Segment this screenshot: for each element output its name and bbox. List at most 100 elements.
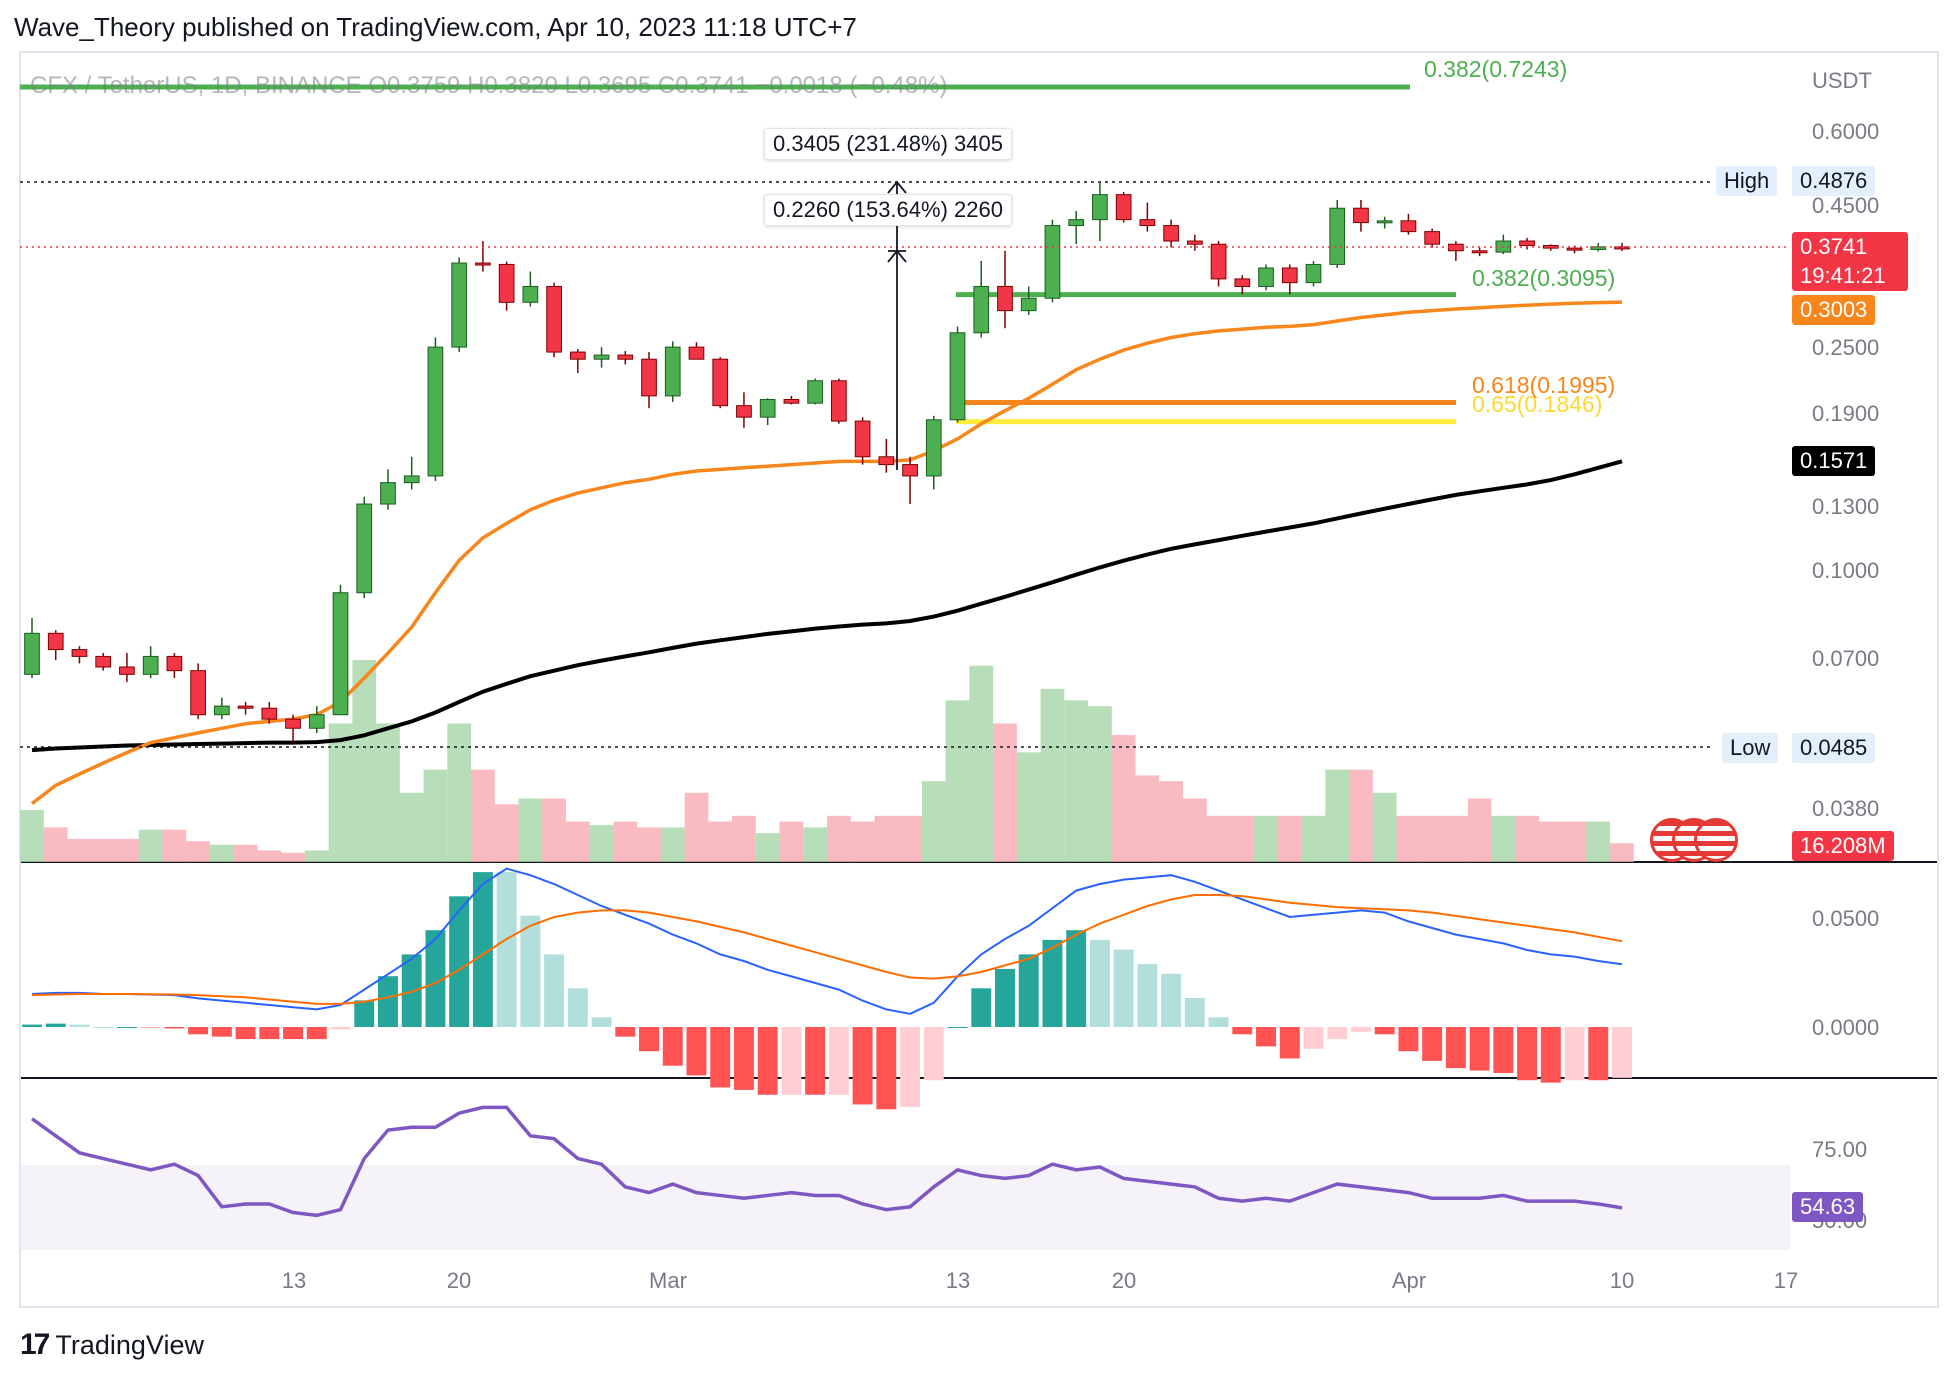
candle-body [902, 464, 918, 477]
candle-body [356, 503, 373, 594]
candle-body [166, 655, 183, 672]
x-label: 17 [1773, 1268, 1799, 1293]
volume-bar [518, 798, 543, 862]
macd-histogram-bar [1208, 1017, 1229, 1027]
volume-bar [1111, 735, 1136, 862]
candle-body [1210, 243, 1227, 280]
volume-bar [399, 792, 424, 862]
volume-bar [1277, 815, 1302, 862]
macd-histogram-bar [900, 1027, 921, 1107]
macd-histogram-bar [1422, 1027, 1443, 1061]
x-label: 13 [945, 1268, 971, 1293]
volume-bar [1610, 843, 1634, 862]
publisher-line: Wave_Theory published on TradingView.com… [14, 12, 857, 42]
fib-layer [20, 84, 1456, 425]
volume-bar [1444, 815, 1468, 862]
macd-histogram-bar [330, 1027, 351, 1030]
macd-histogram-bar [733, 1027, 754, 1090]
candle-body [1186, 240, 1203, 245]
candle-body [119, 666, 135, 675]
candle-body [854, 420, 871, 458]
candle-body [783, 398, 800, 404]
macd-histogram-bar [591, 1017, 612, 1027]
fib-golden-label: 0.618(0.1995) [1472, 372, 1616, 398]
volume-bar [1586, 821, 1611, 862]
volume-bar [43, 827, 68, 862]
volume-bar [1064, 700, 1089, 862]
price-tick: 0.0380 [1812, 796, 1880, 821]
candle-body [1424, 231, 1441, 245]
macd-histogram-bar [188, 1027, 209, 1035]
macd-histogram-bar [1042, 939, 1063, 1027]
volume-bar [1088, 706, 1112, 862]
volume-bar [613, 821, 638, 862]
volume-bar [1467, 798, 1492, 862]
chart-frame [19, 51, 1939, 1308]
volume-bar [304, 850, 329, 862]
ema-black-label: 0.1571 [1792, 446, 1876, 476]
ema-layer [30, 300, 1623, 805]
volume-bar [755, 833, 780, 862]
candle-body [997, 285, 1013, 312]
volume-bar [115, 838, 139, 862]
volume-bar [1538, 821, 1563, 862]
macd-histogram-bar [1398, 1027, 1419, 1052]
candle-body [403, 475, 420, 484]
macd-histogram-bar [1256, 1027, 1276, 1047]
candle-body [617, 354, 634, 360]
volume-bar [898, 815, 922, 862]
macd-histogram-bar [1540, 1027, 1561, 1083]
macd-histogram-bar [828, 1027, 849, 1095]
macd-histogram-bar [1588, 1027, 1609, 1081]
economic-events-icon[interactable] [1650, 818, 1738, 862]
candle-body [1234, 278, 1251, 287]
candle-body [1329, 207, 1346, 265]
high-label: High [1716, 166, 1778, 196]
volume-bar [1016, 752, 1041, 862]
macd-histogram-bar [496, 872, 517, 1027]
macd-histogram-bar [852, 1027, 873, 1105]
volume-bar [162, 829, 187, 862]
candle-body [1092, 194, 1108, 221]
candle-body [95, 655, 112, 668]
macd-histogram-bar [1089, 939, 1110, 1027]
price-tick: 0.1000 [1812, 558, 1880, 583]
ema-long-line [31, 459, 1623, 753]
volume-bar [1372, 792, 1397, 862]
candle-body [1139, 219, 1156, 227]
macd-histogram-bar [1113, 949, 1134, 1027]
candle-body [1376, 220, 1393, 224]
low-value: 0.0485 [1792, 733, 1876, 763]
candle-body [1519, 240, 1535, 247]
tradingview-brand[interactable]: 17 TradingView [20, 1328, 204, 1362]
macd-histogram-bar [923, 1027, 944, 1081]
volume-bar [1325, 769, 1350, 862]
macd-histogram-bar [971, 988, 992, 1027]
volume-bar [352, 660, 377, 862]
fib-mid-label: 0.382(0.3095) [1472, 265, 1616, 291]
volume-bar [257, 850, 282, 862]
macd-histogram-bar [69, 1024, 90, 1027]
volume-bar [945, 700, 970, 862]
candle-body [973, 285, 990, 334]
macd-histogram-bar [1493, 1027, 1514, 1073]
candle-body [380, 482, 396, 505]
volume-bar [1420, 815, 1445, 862]
volume-bar [1396, 815, 1421, 862]
candle-body [213, 705, 230, 716]
candle-body [759, 398, 776, 418]
x-label: 13 [281, 1268, 307, 1293]
volume-bar [1349, 769, 1373, 862]
macd-histogram-bar [662, 1027, 683, 1066]
candle-body [1020, 297, 1037, 312]
macd-histogram-bar [1303, 1027, 1324, 1049]
volume-bar [328, 723, 353, 862]
volume-bar [565, 821, 590, 862]
candle-body [949, 332, 966, 421]
rsi-layer [30, 1105, 1623, 1218]
macd-histogram-bar [354, 1000, 375, 1027]
macd-histogram-bar [259, 1027, 280, 1040]
macd-histogram-bar [164, 1027, 185, 1029]
candle-body [285, 718, 301, 729]
